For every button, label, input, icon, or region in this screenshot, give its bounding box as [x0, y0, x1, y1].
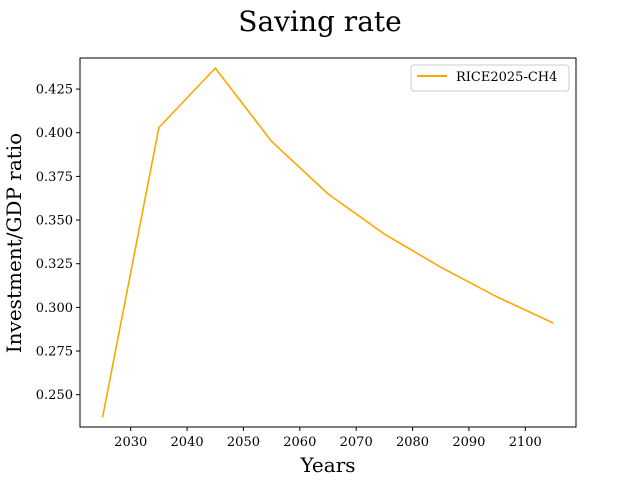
x-axis-label: Years	[299, 453, 355, 477]
x-tick-label: 2040	[171, 435, 204, 450]
y-tick-label: 0.425	[36, 83, 73, 98]
series-line	[101, 67, 554, 418]
y-tick-label: 0.325	[36, 257, 73, 272]
x-tick-label: 2090	[452, 435, 485, 450]
x-tick-label: 2050	[227, 435, 260, 450]
x-tick-label: 2070	[340, 435, 373, 450]
x-tick-label: 2080	[396, 435, 429, 450]
legend: RICE2025-CH4	[410, 64, 570, 92]
y-tick-label: 0.350	[36, 214, 73, 229]
x-tick-label: 2060	[283, 435, 316, 450]
y-tick-label: 0.375	[36, 170, 73, 185]
y-tick-label: 0.300	[36, 301, 73, 316]
y-tick-label: 0.400	[36, 126, 73, 141]
legend-label: RICE2025-CH4	[456, 70, 557, 85]
y-tick-label: 0.250	[36, 388, 73, 403]
plot-frame	[79, 57, 577, 428]
chart-title: Saving rate	[238, 5, 401, 38]
legend-box	[410, 64, 570, 92]
x-tick-label: 2030	[114, 435, 147, 450]
x-tick-label: 2100	[509, 435, 542, 450]
y-tick-label: 0.275	[36, 345, 73, 360]
series-group	[101, 67, 554, 418]
y-axis-label: Investment/GDP ratio	[2, 133, 26, 353]
axes: 2030 2040 2050 2060 2070 2080 2090 2100 0.250 0.2…	[36, 83, 542, 450]
